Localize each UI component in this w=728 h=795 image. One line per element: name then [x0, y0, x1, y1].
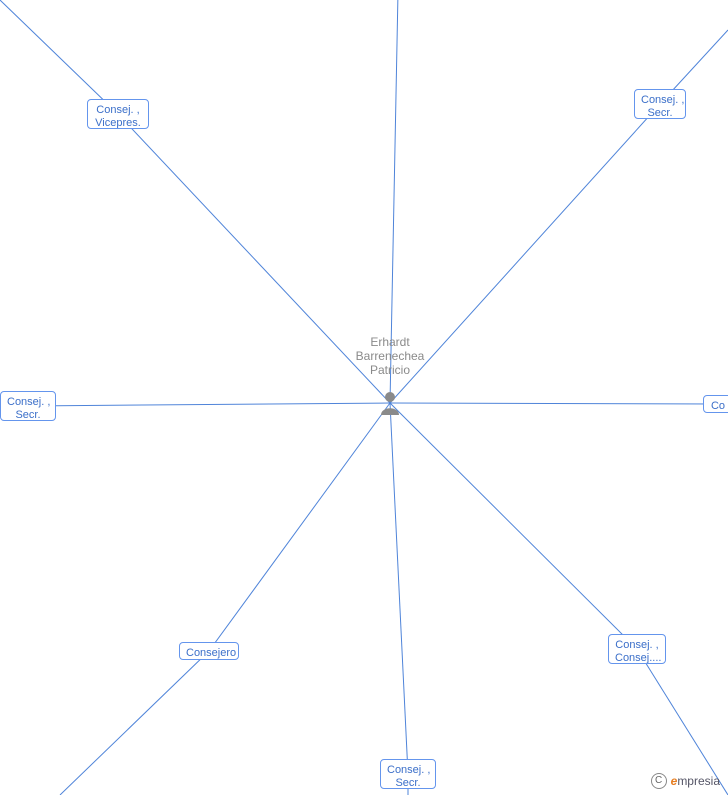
- role-node[interactable]: Co: [703, 395, 728, 413]
- role-node-line2: Secr.: [15, 409, 40, 421]
- role-node-line2: Secr.: [647, 107, 672, 119]
- copyright-icon: C: [651, 773, 667, 789]
- watermark: C empresia: [651, 773, 720, 789]
- role-node[interactable]: Consej. ,Secr.: [380, 759, 436, 789]
- role-node[interactable]: Consej. ,Vicepres.: [87, 99, 149, 129]
- role-node-line1: Consej. ,: [7, 396, 50, 408]
- role-node-line1: Consejero: [186, 647, 236, 659]
- role-node-line1: Co: [711, 400, 725, 412]
- role-node[interactable]: Consejero: [179, 642, 239, 660]
- role-node[interactable]: Consej. ,Consej....: [608, 634, 666, 664]
- role-node[interactable]: Consej. ,Secr.: [0, 391, 56, 421]
- role-node-line2: Secr.: [395, 777, 420, 789]
- role-node-line1: Consej. ,: [641, 94, 684, 106]
- role-node-line1: Consej. ,: [96, 104, 139, 116]
- role-node[interactable]: Consej. ,Secr.: [634, 89, 686, 119]
- role-node-line2: Consej....: [615, 652, 661, 664]
- role-node-line1: Consej. ,: [387, 764, 430, 776]
- brand-label: empresia: [671, 774, 720, 788]
- role-node-line1: Consej. ,: [615, 639, 658, 651]
- role-node-line2: Vicepres.: [95, 117, 141, 129]
